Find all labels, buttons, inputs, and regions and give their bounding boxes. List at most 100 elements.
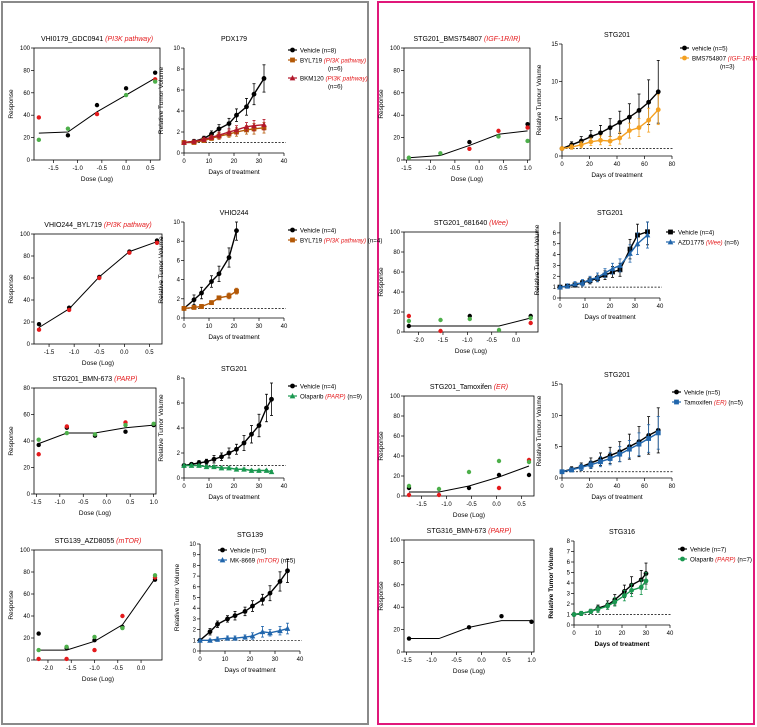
data-point	[92, 638, 97, 643]
y-tick-label: 80	[393, 68, 400, 74]
data-point	[209, 279, 214, 284]
legend-entry: Vehicle (n=7)	[678, 546, 726, 553]
data-point	[629, 587, 634, 593]
legend-n: (n=6)	[328, 83, 343, 90]
legend-name: Olaparib	[300, 393, 324, 400]
chart-tv_stg316: STG316 0 10 20 30 40 0 1 2 3 4 5 6 7 8 Days of treatmen…	[548, 529, 752, 648]
chart-title: STG316	[609, 529, 635, 536]
x-tick-label: 80	[669, 484, 676, 490]
data-point	[64, 430, 70, 436]
x-axis-label: Dose (Log)	[451, 176, 483, 183]
data-point	[92, 647, 97, 653]
legend-name: Vehicle	[300, 383, 321, 390]
y-tick-label: 60	[23, 413, 30, 419]
legend-label: AZD1775 (Wee) (n=6)	[678, 239, 739, 246]
x-tick-label: 0	[182, 159, 186, 165]
chart-title-main: STG201	[604, 32, 630, 39]
data-point	[199, 304, 204, 309]
x-tick-label: 40	[614, 162, 621, 168]
data-point	[607, 125, 613, 131]
data-point	[188, 462, 195, 468]
data-point	[496, 128, 501, 134]
data-point	[467, 139, 472, 145]
data-point	[216, 126, 222, 132]
data-point	[226, 293, 232, 299]
series-azd1775	[557, 221, 651, 290]
chart-title: STG201	[604, 372, 630, 379]
x-tick-label: 40	[281, 324, 288, 330]
legend-label: Vehicle (n=4)	[300, 227, 336, 234]
data-point	[196, 462, 202, 468]
y-tick-label: 40	[23, 113, 30, 119]
x-tick-label: 40	[657, 304, 664, 310]
data-point	[605, 603, 610, 609]
data-point	[588, 462, 594, 468]
data-point	[65, 126, 71, 131]
legend-entry: BYL719 (PI3K pathway) (n=4)	[288, 237, 382, 244]
x-tick-label: 30	[643, 631, 650, 637]
data-point	[207, 637, 213, 643]
y-tick-label: 20	[393, 136, 400, 142]
x-tick-label: 0.5	[502, 658, 511, 664]
series-byl719	[181, 287, 239, 311]
chart-title: STG201_Tamoxifen (ER)	[430, 384, 508, 391]
x-axis-label: Days of treatment	[595, 641, 651, 648]
legend-marker	[290, 57, 295, 63]
data-point	[191, 138, 197, 144]
legend-n: (n=5)	[279, 557, 295, 564]
chart-tv_vhio244: VHIO244 0 10 20 30 40 0 2 4 6 8 10 Days of treatment…	[158, 210, 382, 341]
data-point	[588, 139, 594, 145]
data-point	[234, 288, 239, 294]
data-point	[264, 405, 269, 411]
data-point	[232, 635, 238, 641]
y-tick-label: 100	[20, 232, 31, 238]
data-point	[496, 472, 502, 478]
legend-n: (n=4)	[698, 229, 714, 236]
legend-label: BYL719 (PI3K pathway)	[300, 57, 366, 64]
data-point	[216, 295, 222, 301]
y-tick-label: 60	[393, 434, 400, 440]
data-point	[607, 456, 613, 461]
y-tick-label: 7	[193, 574, 197, 580]
data-point	[588, 608, 594, 614]
y-tick-label: 6	[177, 258, 181, 264]
y-tick-label: 20	[23, 320, 30, 326]
series-vehicle	[571, 562, 649, 617]
x-tick-label: 0	[198, 657, 202, 663]
data-point	[123, 429, 128, 434]
legend-label: Olaparib (PARP) (n=7)	[690, 556, 752, 563]
y-tick-label: 0	[567, 623, 571, 629]
data-point	[261, 76, 267, 81]
data-point	[233, 126, 240, 133]
legend-name: Vehicle	[230, 547, 251, 554]
data-point	[277, 627, 283, 634]
chart-title: STG201	[221, 366, 247, 373]
chart-title-main: STG316	[609, 529, 635, 536]
legend-n: (n=9)	[346, 393, 362, 400]
data-point	[528, 320, 533, 326]
x-tick-label: 1.0	[523, 166, 532, 172]
y-axis-label: Relative Tumor Volume	[158, 236, 165, 304]
y-axis-label: Response	[8, 274, 15, 304]
legend-label: Tamoxifen (ER) (n=5)	[684, 399, 743, 406]
legend-marker	[290, 383, 295, 389]
series-line	[573, 573, 647, 616]
chart-title-highlight: (Wee)	[487, 220, 508, 227]
legend-n: (n=3)	[720, 63, 735, 70]
y-tick-label: 0	[193, 649, 197, 655]
x-tick-label: 0.5	[517, 502, 526, 508]
chart-title-main: STG201_681640	[434, 220, 487, 227]
y-axis-label: Response	[378, 431, 385, 461]
y-tick-label: 10	[173, 220, 180, 226]
chart-title-main: STG316_BMN-673	[427, 528, 487, 535]
series-vehicle	[181, 382, 274, 468]
x-tick-label: 30	[632, 304, 639, 310]
legend-highlight: (Wee)	[704, 239, 722, 246]
data-point	[65, 133, 71, 138]
plot-frame	[403, 231, 539, 333]
data-point	[207, 629, 213, 635]
data-point	[261, 121, 267, 128]
data-point	[36, 322, 42, 327]
data-point	[94, 111, 100, 117]
